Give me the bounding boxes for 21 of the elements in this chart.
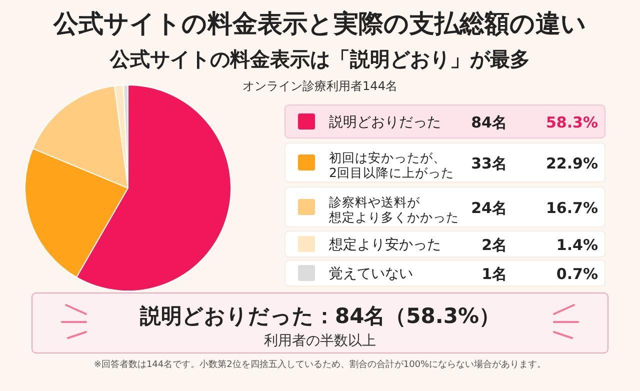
text: 0.7% bbox=[556, 265, 598, 283]
legend-label: 診察料や送料が想定より多くかかった bbox=[328, 194, 459, 224]
data-label: 1名 bbox=[482, 265, 507, 283]
text: オンライン診療利用者144名 bbox=[242, 79, 398, 93]
legend-label: 覚えていない bbox=[329, 266, 413, 282]
text: 利用者の半数以上 bbox=[264, 333, 376, 349]
chart-title: 公式サイトの料金表示と実際の支払総額の違い bbox=[52, 9, 586, 38]
text: 58.3% bbox=[546, 114, 598, 132]
data-label: 84名 bbox=[471, 114, 507, 132]
legend-label: 初回は安かったが、2回目以降に上がった bbox=[329, 150, 454, 180]
chart-subtitle: 公式サイトの料金表示は「説明どおり」が最多 bbox=[109, 47, 530, 71]
text: ※回答者数は144名です。小数第2位を四捨五入しているため、割合の合計が100%にならない場合があります。 bbox=[94, 359, 546, 370]
legend-label: 説明どおりだった bbox=[329, 114, 441, 130]
text: 1.4% bbox=[556, 236, 598, 254]
text: 16.7% bbox=[546, 199, 598, 217]
text: 説明どおりだった：84名（58.3%） bbox=[138, 304, 500, 328]
data-label: 24名 bbox=[471, 199, 507, 217]
data-label: 33名 bbox=[471, 154, 507, 172]
text: 22.9% bbox=[546, 154, 598, 172]
legend-label: 想定より安かった bbox=[328, 237, 441, 253]
data-label: 2名 bbox=[482, 236, 507, 254]
